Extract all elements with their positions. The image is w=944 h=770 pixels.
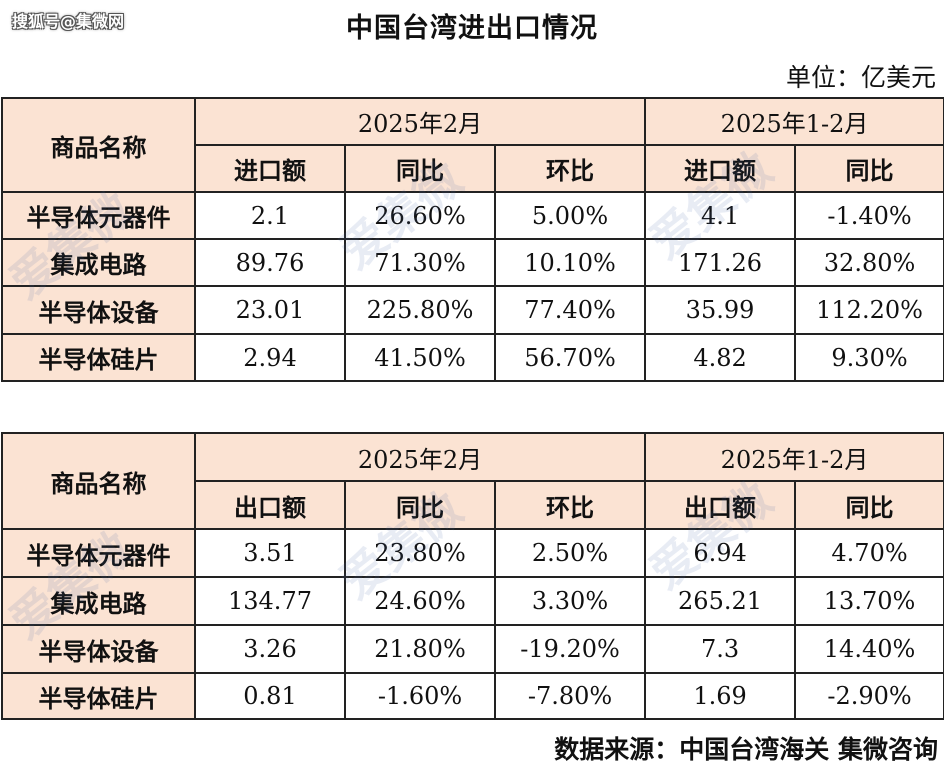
header-row-columns: 进口额 同比 环比 进口额 同比 — [2, 144, 944, 193]
cell: 10.10% — [493, 238, 647, 287]
cell: -1.60% — [344, 672, 496, 720]
cell: 3.30% — [493, 576, 647, 626]
table-row: 集成电路 134.77 24.60% 3.30% 265.21 13.70% — [1, 576, 944, 626]
cell: 134.77 — [194, 576, 346, 626]
table-row: 半导体元器件 3.51 23.80% 2.50% 6.94 4.70% — [1, 528, 944, 578]
cell: 225.80% — [344, 285, 496, 335]
cell: 1.69 — [644, 672, 797, 720]
page-title: 中国台湾进出口情况 — [346, 13, 598, 44]
cell: 5.00% — [493, 191, 647, 240]
cell: 32.80% — [794, 238, 944, 287]
cell: -7.80% — [493, 672, 647, 720]
col-header: 出口额 — [644, 480, 797, 530]
period-header-month: 2025年2月 — [193, 432, 647, 482]
cell: 23.01 — [194, 285, 346, 335]
cell: 4.82 — [644, 333, 797, 382]
cell: 6.94 — [644, 528, 797, 578]
cell: 171.26 — [644, 238, 797, 287]
table-row: 半导体设备 23.01 225.80% 77.40% 35.99 112.20% — [1, 285, 944, 335]
col-header: 进口额 — [644, 144, 797, 193]
col-header: 同比 — [344, 480, 496, 530]
col-header: 同比 — [794, 480, 944, 530]
header-row-periods: 商品名称 2025年2月 2025年1-2月 — [1, 97, 944, 193]
cell: 71.30% — [344, 238, 496, 287]
name-header: 商品名称 — [1, 97, 196, 193]
cell: 13.70% — [794, 576, 944, 626]
cell: 3.26 — [194, 624, 346, 674]
period-header-month: 2025年2月 — [193, 97, 647, 146]
col-header: 进口额 — [194, 144, 346, 193]
cell: 89.76 — [194, 238, 346, 287]
cell: 9.30% — [794, 333, 944, 382]
col-header: 环比 — [493, 144, 647, 193]
cell: -19.20% — [493, 624, 647, 674]
cell: -2.90% — [794, 672, 944, 720]
cell: 2.94 — [194, 333, 346, 382]
row-name: 半导体设备 — [1, 624, 196, 674]
col-header: 出口额 — [194, 480, 346, 530]
header-row-columns: 出口额 同比 环比 出口额 同比 — [2, 480, 944, 530]
source-watermark: 搜狐号@集微网 — [12, 12, 125, 31]
cell: 265.21 — [644, 576, 797, 626]
cell: 77.40% — [493, 285, 647, 335]
row-name: 半导体硅片 — [1, 672, 196, 720]
name-header: 商品名称 — [1, 432, 196, 530]
cell: 35.99 — [644, 285, 797, 335]
row-name: 半导体元器件 — [1, 528, 196, 578]
row-name: 集成电路 — [1, 238, 196, 287]
period-header-ytd: 2025年1-2月 — [644, 432, 944, 482]
table-row: 半导体元器件 2.1 26.60% 5.00% 4.1 -1.40% — [1, 191, 944, 240]
row-name: 半导体设备 — [1, 285, 196, 335]
cell: 56.70% — [493, 333, 647, 382]
cell: 112.20% — [794, 285, 944, 335]
col-header: 环比 — [493, 480, 647, 530]
cell: 3.51 — [194, 528, 346, 578]
table-row: 集成电路 89.76 71.30% 10.10% 171.26 32.80% — [1, 238, 944, 287]
cell: 21.80% — [344, 624, 496, 674]
export-table: 商品名称 2025年2月 2025年1-2月 出口额 同比 环比 出口额 同比 … — [1, 432, 944, 720]
import-table: 商品名称 2025年2月 2025年1-2月 进口额 同比 环比 进口额 同比 … — [1, 97, 944, 382]
cell: 41.50% — [344, 333, 496, 382]
col-header: 同比 — [344, 144, 496, 193]
col-header: 同比 — [794, 144, 944, 193]
cell: 7.3 — [644, 624, 797, 674]
row-name: 半导体硅片 — [1, 333, 196, 382]
unit-label: 单位：亿美元 — [785, 63, 936, 92]
data-source-note: 数据来源：中国台湾海关 集微咨询 — [554, 735, 938, 764]
table-row: 半导体硅片 0.81 -1.60% -7.80% 1.69 -2.90% — [1, 672, 944, 720]
row-name: 集成电路 — [1, 576, 196, 626]
header-row-periods: 商品名称 2025年2月 2025年1-2月 — [1, 432, 944, 530]
cell: 26.60% — [344, 191, 496, 240]
cell: 24.60% — [344, 576, 496, 626]
table-row: 半导体硅片 2.94 41.50% 56.70% 4.82 9.30% — [1, 333, 944, 382]
cell: 23.80% — [344, 528, 496, 578]
cell: 2.1 — [194, 191, 346, 240]
cell: 2.50% — [493, 528, 647, 578]
cell: 0.81 — [194, 672, 346, 720]
row-name: 半导体元器件 — [1, 191, 196, 240]
cell: 4.70% — [794, 528, 944, 578]
cell: -1.40% — [794, 191, 944, 240]
table-row: 半导体设备 3.26 21.80% -19.20% 7.3 14.40% — [1, 624, 944, 674]
cell: 14.40% — [794, 624, 944, 674]
period-header-ytd: 2025年1-2月 — [644, 97, 944, 146]
cell: 4.1 — [644, 191, 797, 240]
